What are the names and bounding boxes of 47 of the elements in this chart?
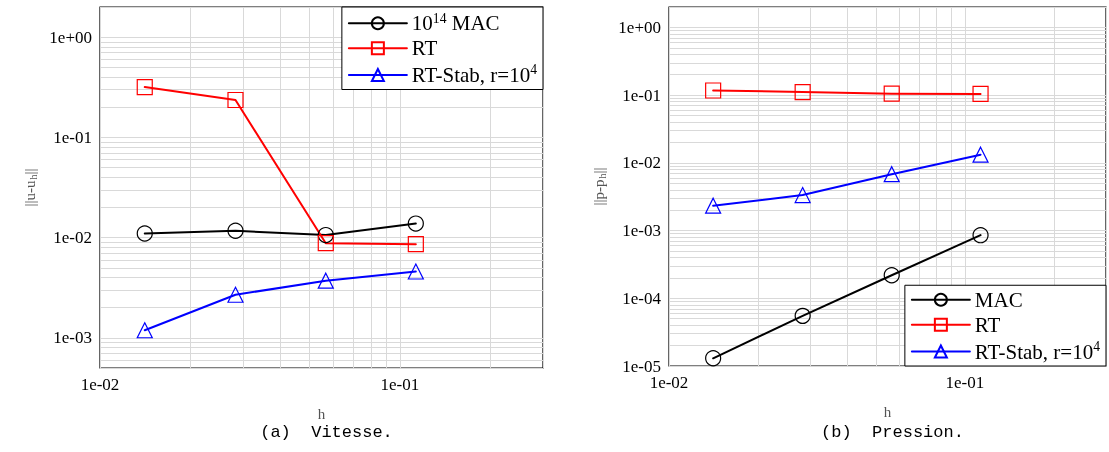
legend-label: RT	[974, 312, 1001, 337]
point	[794, 83, 811, 101]
point	[883, 85, 900, 102]
point	[972, 227, 989, 244]
y-tick-label: 1e-02	[622, 153, 661, 173]
y-tick-label: 1e-01	[622, 85, 661, 105]
point	[136, 322, 153, 339]
point	[972, 146, 989, 163]
x-axis-title: h	[317, 405, 326, 422]
text: (a) Vitesse.	[260, 423, 393, 442]
point	[317, 272, 334, 289]
point	[136, 225, 153, 242]
point	[972, 85, 989, 103]
y-tick-label: 1e+00	[618, 17, 661, 37]
point	[883, 267, 900, 284]
point	[883, 166, 900, 183]
x-tick-label: 1e-02	[649, 373, 689, 392]
text: (b) Pression.	[821, 423, 964, 442]
y-tick-label: 1e-05	[622, 356, 661, 376]
point	[317, 235, 334, 252]
y-tick-label: 1e-03	[622, 221, 661, 241]
y-tick-label: 1e-04	[622, 288, 662, 308]
point	[227, 286, 244, 303]
legend-label: MAC	[974, 287, 1023, 312]
point	[407, 215, 424, 232]
point	[705, 82, 722, 99]
y-tick-label: 1e+00	[49, 27, 92, 47]
x-tick-label: 1e-01	[945, 373, 985, 392]
x-tick-label: 1e-01	[380, 375, 420, 394]
point	[407, 263, 424, 280]
point	[317, 226, 334, 244]
legend-label: RT	[411, 36, 438, 61]
y-axis-title: ||p-ph||	[590, 167, 608, 206]
point	[227, 222, 244, 239]
x-tick-label: 1e-02	[80, 375, 120, 394]
point	[794, 186, 811, 204]
point	[794, 307, 811, 324]
point	[227, 91, 244, 109]
y-tick-label: 1e-01	[53, 127, 92, 147]
y-tick-label: 1e-03	[53, 328, 92, 348]
y-axis-title: ||u-uh||	[21, 168, 39, 207]
point	[705, 197, 722, 214]
point	[136, 78, 153, 96]
point	[407, 236, 424, 253]
x-axis-title: h	[883, 403, 892, 420]
y-tick-label: 1e-02	[53, 228, 92, 248]
point	[705, 350, 722, 367]
